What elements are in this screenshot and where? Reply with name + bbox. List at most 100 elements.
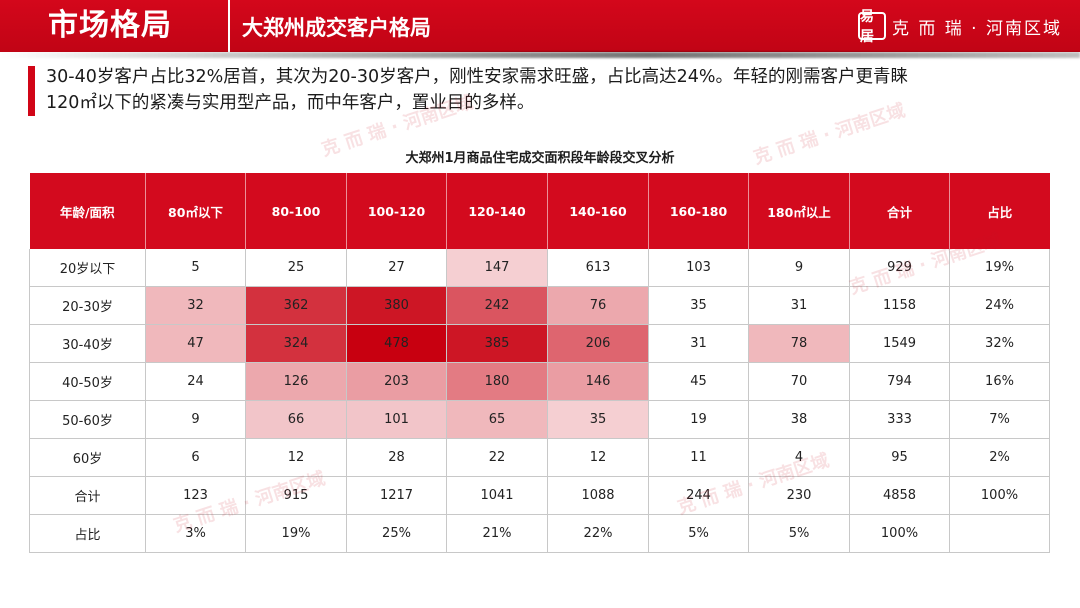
row-total: 1158	[849, 286, 950, 325]
row-share	[949, 514, 1050, 553]
row-label: 50-60岁	[29, 400, 146, 439]
corner-header: 年龄/面积	[29, 173, 146, 249]
heat-cell: 242	[446, 286, 548, 325]
row-share: 19%	[949, 249, 1050, 287]
row-label: 占比	[29, 514, 146, 553]
heat-cell: 78	[748, 324, 850, 363]
heat-cell: 613	[547, 249, 649, 287]
table-body: 20岁以下 5 25 27 147 613 103 9 929 19% 20-30岁 32 362 380…	[29, 249, 1050, 553]
table-row: 20岁以下 5 25 27 147 613 103 9 929 19%	[29, 249, 1050, 287]
column-header: 160-180	[648, 173, 749, 249]
heat-cell: 180	[446, 362, 548, 401]
section-title: 市场格局	[48, 8, 172, 43]
heat-cell: 4	[748, 438, 850, 477]
header-shadow	[0, 52, 1080, 58]
heat-cell: 380	[346, 286, 447, 325]
row-share: 16%	[949, 362, 1050, 401]
heat-cell: 12	[547, 438, 649, 477]
column-header: 100-120	[346, 173, 447, 249]
heat-cell: 24	[145, 362, 246, 401]
row-label: 20-30岁	[29, 286, 146, 325]
summary-line-1: 30-40岁客户占比32%居首，其次为20-30岁客户，刚性安家需求旺盛，占比高…	[46, 67, 908, 87]
row-label: 60岁	[29, 438, 146, 477]
heat-cell: 126	[245, 362, 347, 401]
heat-cell: 76	[547, 286, 649, 325]
brand-logo-icon: 易居	[857, 9, 886, 45]
heat-cell: 38	[748, 400, 850, 439]
page-subtitle: 大郑州成交客户格局	[242, 16, 431, 40]
summary-cell: 915	[245, 476, 347, 515]
heat-cell: 35	[648, 286, 749, 325]
heat-cell: 28	[346, 438, 447, 477]
heat-cell: 324	[245, 324, 347, 363]
heat-cell: 70	[748, 362, 850, 401]
share-header: 占比	[949, 173, 1050, 249]
column-header: 80-100	[245, 173, 347, 249]
summary-cell: 1217	[346, 476, 447, 515]
heat-cell: 47	[145, 324, 246, 363]
summary-cell: 230	[748, 476, 850, 515]
table-row: 20-30岁 32 362 380 242 76 35 31 1158 24%	[29, 286, 1050, 325]
row-total: 4858	[849, 476, 950, 515]
column-header: 80㎡以下	[145, 173, 246, 249]
table-row: 40-50岁 24 126 203 180 146 45 70 794 16%	[29, 362, 1050, 401]
heat-cell: 9	[748, 249, 850, 287]
heat-cell: 25	[245, 249, 347, 287]
heat-cell: 35	[547, 400, 649, 439]
row-share: 24%	[949, 286, 1050, 325]
heat-cell: 101	[346, 400, 447, 439]
row-total: 333	[849, 400, 950, 439]
heat-cell: 147	[446, 249, 548, 287]
heat-cell: 31	[648, 324, 749, 363]
row-total: 95	[849, 438, 950, 477]
summary-line-2: 120㎡以下的紧凑与实用型产品，而中年客户，置业目的多样。	[46, 93, 535, 113]
summary-cell: 123	[145, 476, 246, 515]
shares-row: 占比 3% 19% 25% 21% 22% 5% 5% 100%	[29, 514, 1050, 553]
heat-cell: 32	[145, 286, 246, 325]
summary-accent-bar	[28, 66, 35, 116]
row-total: 929	[849, 249, 950, 287]
summary-cell: 21%	[446, 514, 548, 553]
row-share: 7%	[949, 400, 1050, 439]
summary-text: 30-40岁客户占比32%居首，其次为20-30岁客户，刚性安家需求旺盛，占比高…	[46, 64, 1056, 116]
heat-cell: 22	[446, 438, 548, 477]
heat-cell: 27	[346, 249, 447, 287]
table-row: 50-60岁 9 66 101 65 35 19 38 333 7%	[29, 400, 1050, 439]
cross-analysis-table: 年龄/面积 80㎡以下 80-100 100-120 120-140 140-1…	[29, 173, 1050, 553]
summary-cell: 1088	[547, 476, 649, 515]
row-total: 794	[849, 362, 950, 401]
heat-cell: 19	[648, 400, 749, 439]
heat-cell: 362	[245, 286, 347, 325]
brand: 易居 克 而 瑞 · 河南区域	[857, 9, 1062, 45]
column-header: 120-140	[446, 173, 548, 249]
summary-cell: 1041	[446, 476, 548, 515]
row-share: 32%	[949, 324, 1050, 363]
heat-cell: 31	[748, 286, 850, 325]
column-header: 140-160	[547, 173, 649, 249]
summary-cell: 244	[648, 476, 749, 515]
total-header: 合计	[849, 173, 950, 249]
summary-cell: 3%	[145, 514, 246, 553]
summary-cell: 19%	[245, 514, 347, 553]
summary-cell: 22%	[547, 514, 649, 553]
heat-cell: 103	[648, 249, 749, 287]
heat-cell: 203	[346, 362, 447, 401]
heat-cell: 11	[648, 438, 749, 477]
summary-cell: 5%	[648, 514, 749, 553]
header-divider	[228, 0, 230, 52]
totals-row: 合计 123 915 1217 1041 1088 244 230 4858 100%	[29, 476, 1050, 515]
heat-cell: 66	[245, 400, 347, 439]
brand-text: 克 而 瑞 · 河南区域	[891, 18, 1062, 39]
heat-cell: 45	[648, 362, 749, 401]
heat-cell: 9	[145, 400, 246, 439]
row-share: 2%	[949, 438, 1050, 477]
heat-cell: 146	[547, 362, 649, 401]
header-bar: 市场格局 大郑州成交客户格局 易居 克 而 瑞 · 河南区域	[0, 0, 1080, 52]
heat-cell: 12	[245, 438, 347, 477]
row-label: 20岁以下	[29, 249, 146, 287]
summary-cell: 5%	[748, 514, 850, 553]
row-total: 1549	[849, 324, 950, 363]
chart-title: 大郑州1月商品住宅成交面积段年龄段交叉分析	[405, 151, 675, 166]
row-total: 100%	[849, 514, 950, 553]
row-label: 40-50岁	[29, 362, 146, 401]
